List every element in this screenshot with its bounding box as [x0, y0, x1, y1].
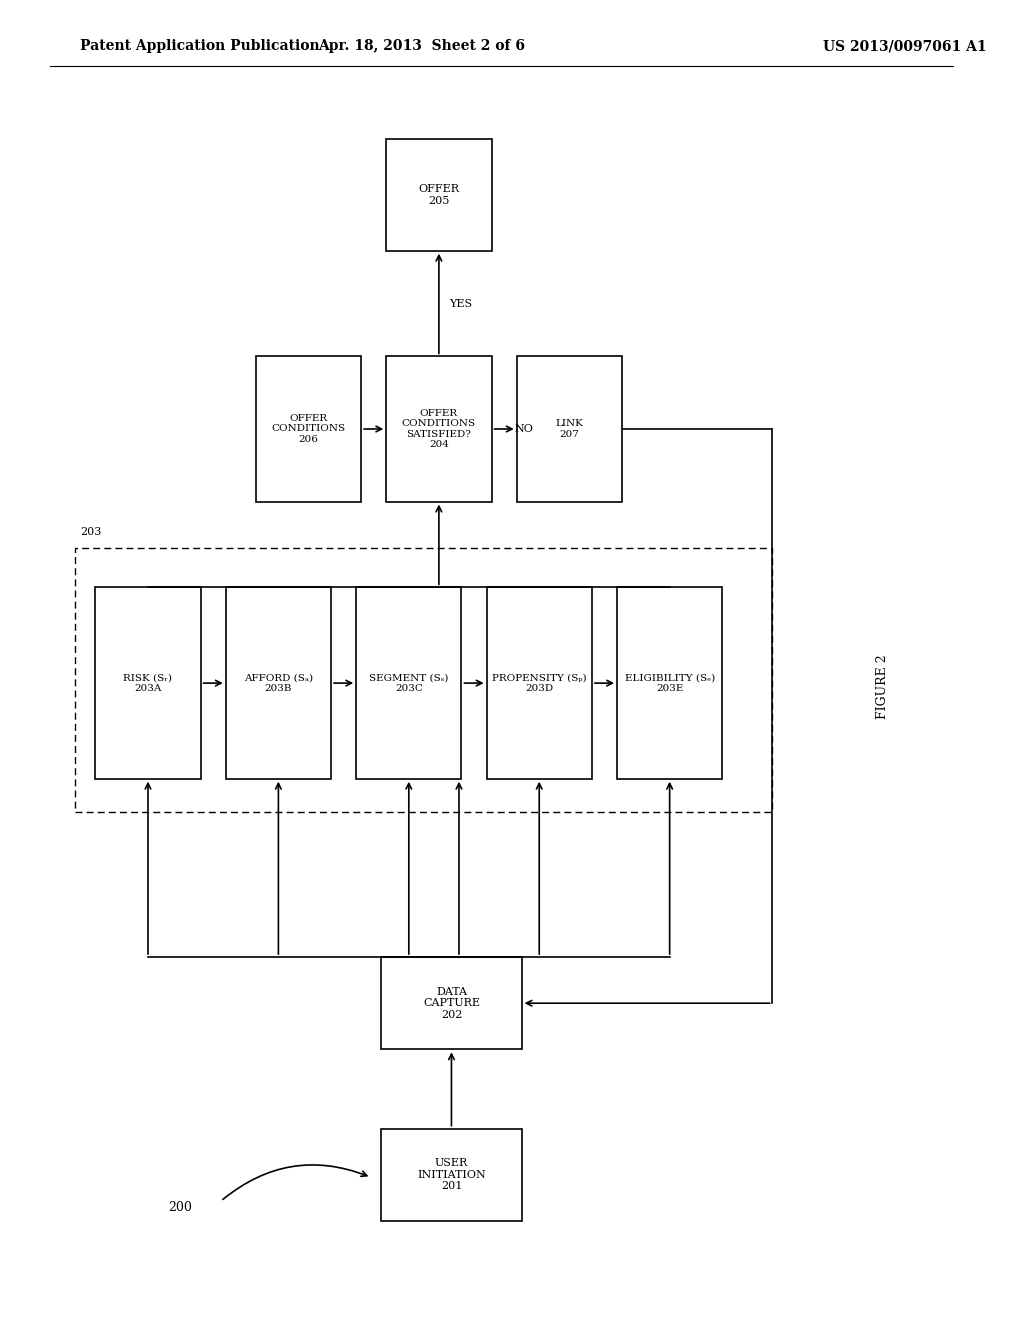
Text: LINK
207: LINK 207 [555, 420, 584, 438]
Text: AFFORD (Sₐ)
203B: AFFORD (Sₐ) 203B [244, 673, 313, 693]
FancyBboxPatch shape [356, 587, 462, 779]
Text: OFFER
205: OFFER 205 [419, 183, 460, 206]
Text: DATA
CAPTURE
202: DATA CAPTURE 202 [423, 986, 480, 1020]
Text: US 2013/0097061 A1: US 2013/0097061 A1 [822, 40, 986, 53]
Text: NO: NO [514, 424, 534, 434]
FancyBboxPatch shape [95, 587, 201, 779]
FancyBboxPatch shape [386, 356, 492, 502]
FancyBboxPatch shape [617, 587, 722, 779]
Text: 203: 203 [80, 527, 101, 537]
FancyBboxPatch shape [517, 356, 622, 502]
Text: YES: YES [449, 298, 472, 309]
Text: OFFER
CONDITIONS
SATISFIED?
204: OFFER CONDITIONS SATISFIED? 204 [401, 409, 476, 449]
FancyBboxPatch shape [386, 139, 492, 251]
FancyBboxPatch shape [381, 1129, 521, 1221]
FancyBboxPatch shape [486, 587, 592, 779]
Text: Patent Application Publication: Patent Application Publication [80, 40, 319, 53]
FancyBboxPatch shape [381, 957, 521, 1049]
Text: FIGURE 2: FIGURE 2 [877, 655, 889, 718]
Text: 200: 200 [169, 1201, 193, 1214]
FancyBboxPatch shape [75, 548, 772, 812]
FancyBboxPatch shape [225, 587, 331, 779]
Text: OFFER
CONDITIONS
206: OFFER CONDITIONS 206 [271, 414, 345, 444]
Text: PROPENSITY (Sₚ)
203D: PROPENSITY (Sₚ) 203D [492, 673, 587, 693]
Text: USER
INITIATION
201: USER INITIATION 201 [417, 1158, 485, 1192]
Text: ELIGIBILITY (Sₑ)
203E: ELIGIBILITY (Sₑ) 203E [625, 673, 715, 693]
FancyBboxPatch shape [256, 356, 361, 502]
Text: RISK (Sᵣ)
203A: RISK (Sᵣ) 203A [124, 673, 172, 693]
Text: SEGMENT (Sₛ)
203C: SEGMENT (Sₛ) 203C [369, 673, 449, 693]
Text: Apr. 18, 2013  Sheet 2 of 6: Apr. 18, 2013 Sheet 2 of 6 [317, 40, 525, 53]
